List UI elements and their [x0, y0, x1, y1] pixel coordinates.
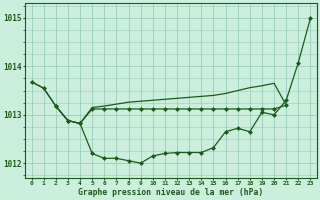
- X-axis label: Graphe pression niveau de la mer (hPa): Graphe pression niveau de la mer (hPa): [78, 188, 264, 197]
